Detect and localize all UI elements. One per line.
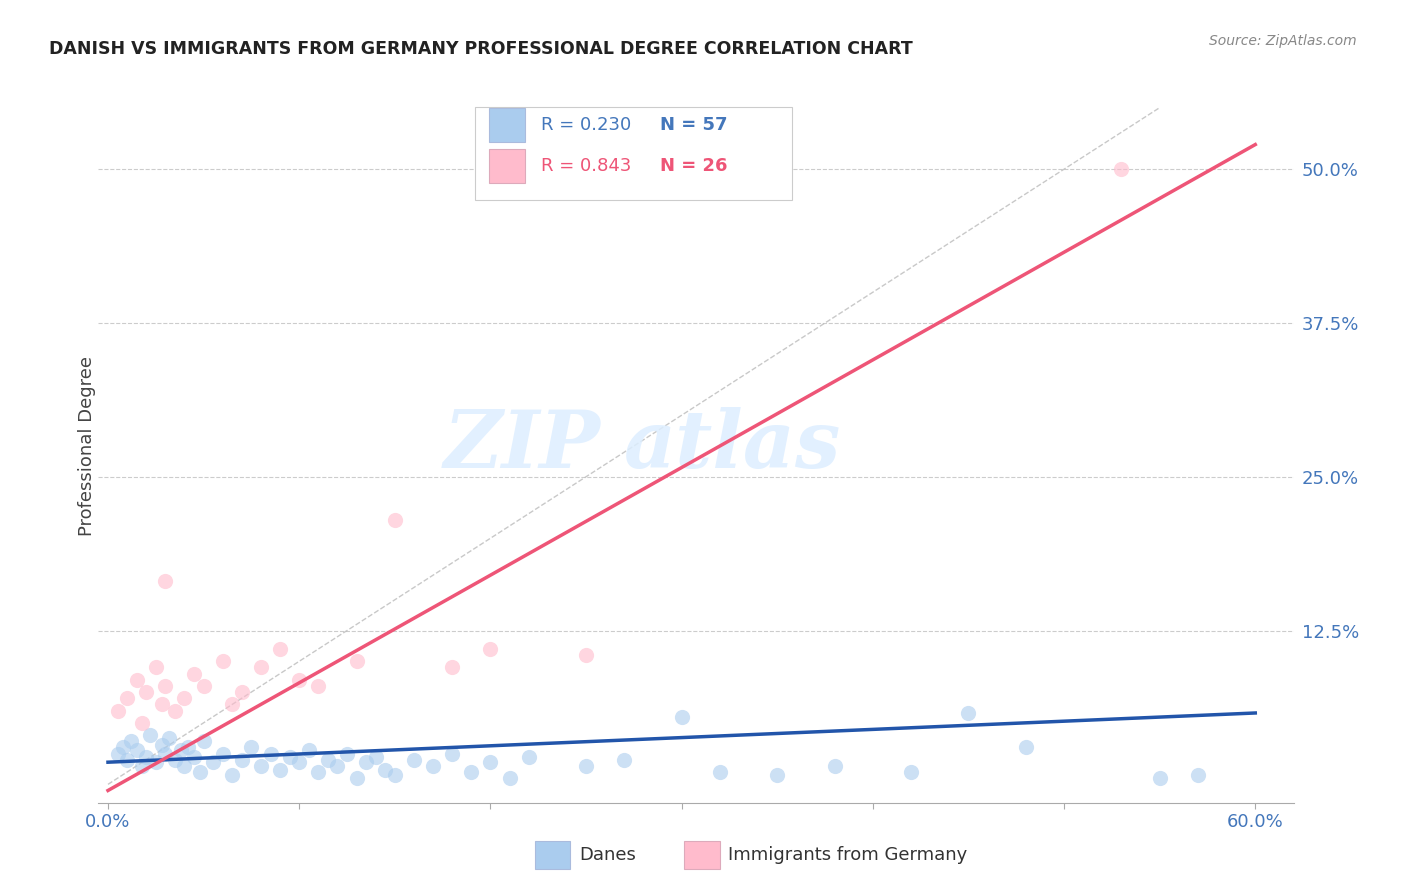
Point (346, 771, 368, 785)
Point (202, 755, 225, 769)
Point (163, 753, 186, 767)
Point (221, 767, 243, 781)
Point (336, 747, 359, 761)
Point (177, 740, 200, 755)
Point (288, 755, 311, 769)
Point (135, 750, 157, 764)
Text: R = 0.843: R = 0.843 (541, 157, 631, 175)
Text: R = 0.230: R = 0.230 (541, 116, 631, 134)
Point (441, 747, 464, 761)
Point (441, 660, 464, 674)
Text: Immigrants from Germany: Immigrants from Germany (728, 846, 967, 863)
Point (115, 691, 138, 706)
Point (173, 691, 195, 706)
Point (384, 767, 406, 781)
Point (131, 759, 153, 773)
Point (107, 747, 129, 761)
Point (709, 765, 731, 780)
Point (150, 698, 173, 712)
Point (211, 747, 233, 761)
Point (211, 654, 233, 668)
Point (824, 759, 846, 773)
Text: N = 26: N = 26 (661, 157, 728, 175)
Text: Danes: Danes (579, 846, 636, 863)
Point (173, 759, 195, 773)
Point (150, 738, 173, 752)
Point (112, 740, 135, 755)
Point (1015, 740, 1038, 755)
Point (231, 753, 253, 767)
Point (240, 740, 263, 755)
Text: Source: ZipAtlas.com: Source: ZipAtlas.com (1209, 34, 1357, 48)
Point (1111, 162, 1133, 177)
Point (354, 755, 377, 769)
Point (316, 753, 339, 767)
Point (384, 513, 406, 527)
Text: N = 57: N = 57 (661, 116, 728, 134)
Point (250, 660, 273, 674)
Point (346, 654, 368, 668)
Point (1149, 771, 1171, 785)
Point (155, 679, 177, 693)
Point (671, 709, 693, 723)
Point (460, 765, 482, 780)
Bar (489, 108, 524, 143)
Bar (534, 840, 571, 869)
Point (575, 759, 598, 773)
Text: ZIP: ZIP (443, 408, 600, 484)
Point (120, 734, 142, 748)
Point (766, 767, 789, 781)
Point (479, 755, 502, 769)
Point (259, 747, 281, 761)
Point (278, 750, 301, 764)
Point (145, 660, 167, 674)
Point (139, 728, 162, 742)
Point (188, 765, 211, 780)
Point (157, 731, 180, 745)
Point (517, 750, 540, 764)
Y-axis label: Professional Degree: Professional Degree (79, 356, 96, 536)
Point (422, 759, 444, 773)
Point (374, 763, 396, 777)
Point (479, 642, 502, 657)
Point (326, 759, 349, 773)
Point (269, 763, 291, 777)
Point (957, 706, 980, 720)
Text: atlas: atlas (624, 408, 842, 484)
Point (288, 673, 311, 687)
Bar (685, 840, 720, 869)
Point (613, 753, 636, 767)
Point (183, 750, 205, 764)
Point (402, 753, 425, 767)
Point (231, 685, 253, 699)
Point (193, 679, 215, 693)
Point (183, 666, 205, 681)
Point (900, 765, 922, 780)
Point (135, 685, 157, 699)
Point (221, 698, 243, 712)
Point (269, 642, 291, 657)
Point (145, 755, 167, 769)
Point (169, 743, 191, 757)
Point (107, 704, 129, 718)
Point (115, 753, 138, 767)
FancyBboxPatch shape (475, 107, 792, 200)
Point (498, 771, 520, 785)
Point (193, 734, 215, 748)
Point (1187, 767, 1209, 781)
Point (575, 648, 598, 662)
Point (155, 574, 177, 589)
Point (298, 743, 321, 757)
Point (125, 743, 148, 757)
Point (163, 704, 186, 718)
Point (155, 747, 177, 761)
Bar (489, 149, 524, 183)
Point (307, 765, 329, 780)
Text: DANISH VS IMMIGRANTS FROM GERMANY PROFESSIONAL DEGREE CORRELATION CHART: DANISH VS IMMIGRANTS FROM GERMANY PROFES… (49, 40, 912, 58)
Point (131, 715, 153, 730)
Point (250, 759, 273, 773)
Point (307, 679, 329, 693)
Point (364, 750, 387, 764)
Point (125, 673, 148, 687)
